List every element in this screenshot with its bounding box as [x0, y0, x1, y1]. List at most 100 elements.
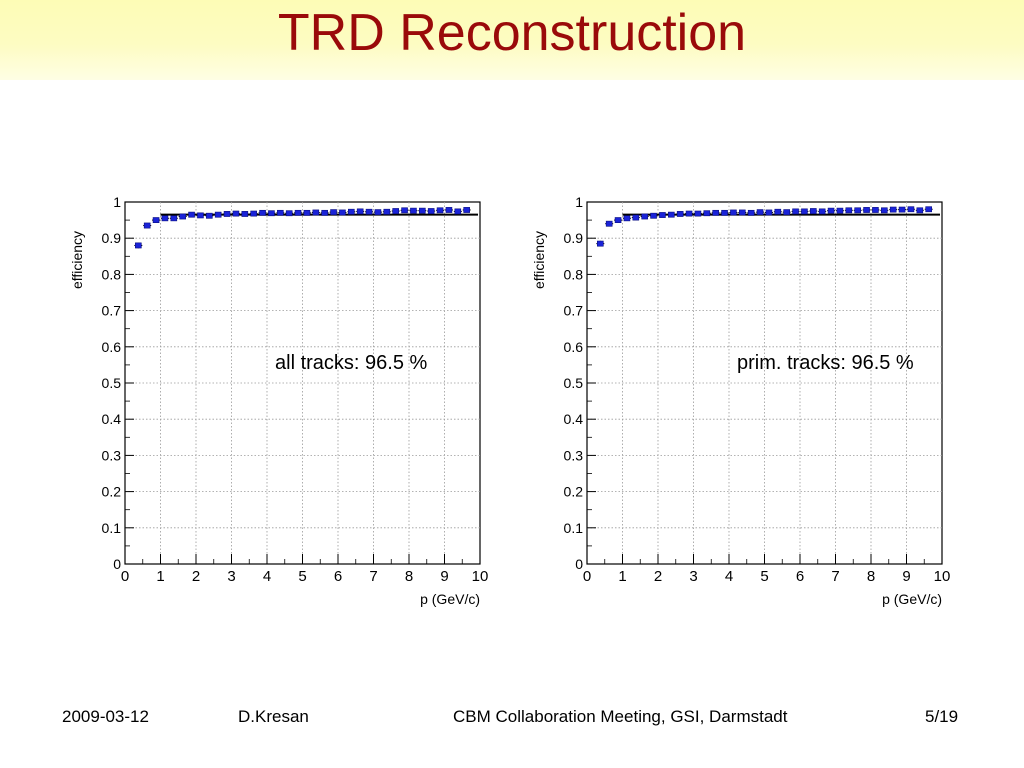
data-marker: [765, 209, 773, 216]
data-point: [285, 210, 294, 217]
data-point: [667, 211, 676, 218]
x-tick-label: 3: [227, 568, 235, 585]
data-point: [178, 213, 187, 220]
data-marker: [650, 212, 657, 219]
x-tick-label: 6: [796, 568, 804, 585]
data-point: [320, 209, 329, 216]
data-marker: [348, 208, 355, 215]
y-tick-label: 0: [575, 556, 583, 572]
data-marker: [836, 207, 844, 214]
data-marker: [410, 207, 417, 214]
data-point: [276, 209, 285, 216]
data-point: [782, 209, 791, 216]
data-point: [436, 207, 445, 214]
data-marker: [703, 210, 711, 217]
data-point: [649, 212, 658, 219]
data-marker: [721, 209, 728, 216]
x-tick-label: 0: [583, 568, 591, 585]
grid-lines: [125, 202, 480, 564]
data-point: [720, 209, 729, 216]
data-point: [249, 210, 258, 217]
data-marker: [250, 210, 257, 217]
x-tick-label: 10: [472, 568, 489, 585]
x-tick-label: 10: [934, 568, 951, 585]
x-tick-label: 6: [334, 568, 342, 585]
x-tick-label: 9: [902, 568, 910, 585]
data-marker: [818, 208, 826, 215]
footer-date: 2009-03-12: [62, 707, 149, 726]
y-tick-label: 0.4: [564, 411, 584, 427]
x-tick-label: 1: [618, 568, 626, 585]
data-point: [231, 210, 240, 217]
y-tick-label: 0.5: [102, 375, 122, 391]
data-marker: [161, 215, 169, 222]
data-marker: [747, 209, 755, 216]
data-marker: [401, 207, 408, 214]
y-tick-label: 0.9: [102, 230, 122, 246]
efficiency-annotation: all tracks: 96.5 %: [275, 352, 428, 374]
x-tick-label: 2: [192, 568, 200, 585]
data-point: [835, 207, 844, 214]
y-tick-label: 0.6: [102, 339, 122, 355]
footer-page-number: 5/19: [925, 707, 959, 726]
data-point: [880, 207, 889, 214]
x-axis-label: p (GeV/c): [882, 591, 942, 607]
data-marker: [152, 217, 160, 223]
data-point: [915, 207, 924, 214]
data-point: [152, 217, 161, 223]
data-point: [214, 211, 223, 218]
data-marker: [863, 207, 870, 213]
data-point: [631, 214, 640, 221]
data-marker: [268, 210, 275, 217]
chart-svg: 00.10.20.30.40.50.60.70.80.910 1 2 3 4 5 6 7 8 9 1…: [69, 194, 489, 607]
data-marker: [641, 213, 648, 220]
data-point: [906, 206, 915, 213]
data-point: [791, 208, 800, 215]
x-tick-label: 8: [867, 568, 875, 585]
data-marker: [925, 206, 932, 213]
data-point: [347, 208, 356, 215]
data-marker: [170, 215, 178, 222]
data-point: [409, 207, 418, 214]
data-point: [711, 209, 720, 216]
data-point: [294, 209, 303, 216]
data-point: [391, 208, 400, 214]
x-tick-label: 2: [654, 568, 662, 585]
data-marker: [232, 210, 240, 217]
data-point: [143, 222, 152, 229]
data-point: [658, 212, 667, 218]
data-point: [329, 209, 338, 216]
data-point: [844, 207, 853, 214]
data-point: [302, 209, 311, 216]
data-marker: [135, 242, 142, 249]
y-tick-label: 0.8: [102, 266, 122, 282]
data-marker: [419, 207, 426, 214]
footer-author: D.Kresan: [238, 707, 309, 726]
data-marker: [427, 208, 435, 214]
data-marker: [659, 212, 666, 218]
data-marker: [907, 206, 915, 213]
data-point: [756, 209, 765, 216]
data-marker: [792, 208, 799, 215]
y-tick-label: 0.3: [102, 447, 122, 463]
y-tick-label: 0.5: [564, 375, 584, 391]
data-marker: [632, 214, 640, 221]
data-marker: [668, 211, 675, 218]
data-marker: [241, 211, 249, 217]
data-marker: [143, 222, 151, 229]
data-point: [356, 208, 365, 215]
data-point: [400, 207, 409, 214]
data-marker: [463, 207, 470, 213]
data-marker: [312, 209, 320, 216]
data-point: [418, 207, 427, 214]
data-point: [862, 207, 871, 213]
x-tick-label: 9: [440, 568, 448, 585]
x-tick-label: 7: [369, 568, 377, 585]
data-series: [134, 207, 471, 249]
data-point: [729, 209, 738, 216]
x-tick-label: 3: [689, 568, 697, 585]
efficiency-plot-primary-tracks: 0 0.1 0.2 0.3 0.4 0.5 0.6 0.7 0.8 0.9 1 0 1 2 3 4 5 6 7 8 9 1…: [522, 185, 962, 615]
data-marker: [321, 209, 328, 216]
data-marker: [188, 211, 195, 218]
data-point: [809, 208, 818, 214]
